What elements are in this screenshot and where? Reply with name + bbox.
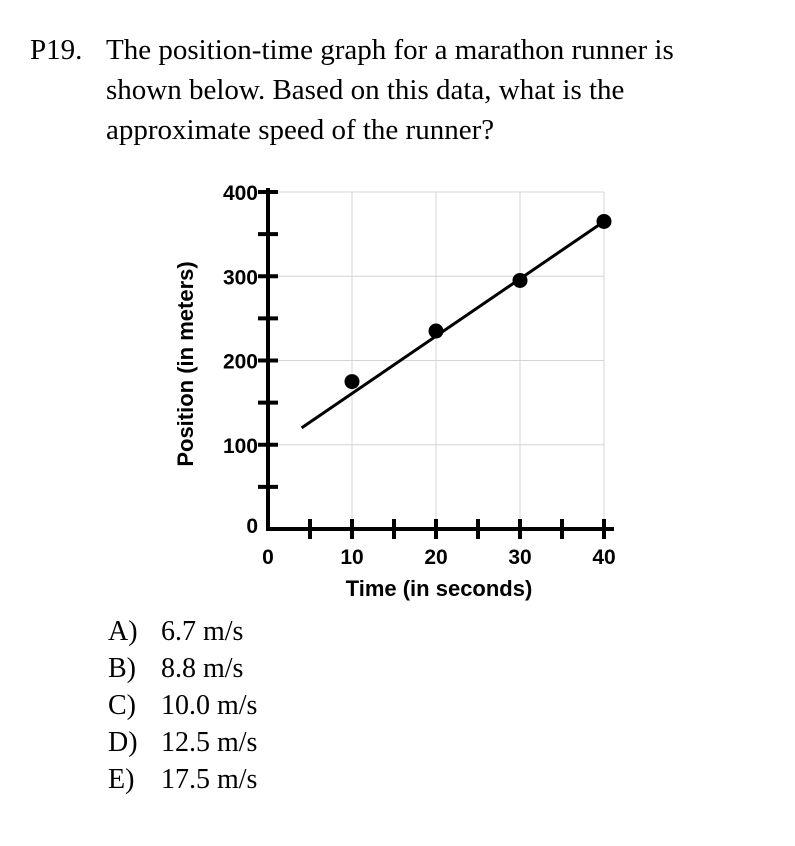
choice-letter: A) — [108, 616, 138, 647]
y-tick-label: 300 — [223, 266, 258, 289]
question-number: P19. — [30, 34, 83, 66]
x-tick-label: 40 — [592, 546, 615, 569]
chart-tick-labels: 0 100 200 300 400 0 10 20 30 40 — [223, 182, 616, 569]
y-axis-title: Position (in meters) — [173, 261, 198, 466]
x-axis-title: Time (in seconds) — [346, 576, 533, 601]
y-tick-label: 100 — [223, 435, 258, 458]
chart-grid — [268, 191, 605, 529]
chart-trendline-group — [300, 220, 605, 430]
chart-axes — [258, 188, 614, 539]
choice-letter: B) — [108, 653, 136, 684]
answer-choices: A) 6.7 m/s B) 8.8 m/s C) 10.0 m/s D) 12.… — [108, 613, 257, 798]
choice-text: 6.7 m/s — [161, 616, 244, 647]
data-point — [596, 213, 612, 229]
answer-choice-c[interactable]: C) 10.0 m/s — [108, 687, 257, 724]
choice-text: 12.5 m/s — [161, 727, 258, 758]
choice-letter: E) — [108, 764, 135, 795]
y-tick-label: 200 — [223, 351, 258, 374]
choice-letter: D) — [108, 727, 138, 758]
x-tick-label: 20 — [424, 546, 447, 569]
x-tick-label: 30 — [508, 546, 531, 569]
chart-points — [344, 213, 612, 390]
choice-text: 8.8 m/s — [161, 653, 244, 684]
question-line: shown below. Based on this data, what is… — [106, 74, 625, 106]
answer-choice-e[interactable]: E) 17.5 m/s — [108, 761, 257, 798]
answer-choice-a[interactable]: A) 6.7 m/s — [108, 613, 257, 650]
answer-choice-b[interactable]: B) 8.8 m/s — [108, 650, 257, 687]
question-line: approximate speed of the runner? — [106, 114, 495, 146]
position-time-chart: 0 100 200 300 400 0 10 20 30 40 Time (in seconds)… — [173, 182, 616, 601]
best-fit-line — [300, 220, 605, 430]
y-tick-label: 0 — [246, 515, 258, 538]
data-point — [428, 323, 444, 339]
question-text: The position-time graph for a marathon r… — [106, 30, 776, 150]
data-point — [512, 272, 528, 288]
x-tick-label: 10 — [340, 546, 363, 569]
choice-text: 10.0 m/s — [161, 690, 258, 721]
question-line: The position-time graph for a marathon r… — [106, 34, 674, 66]
choice-text: 17.5 m/s — [161, 764, 258, 795]
y-tick-label: 400 — [223, 182, 258, 205]
x-tick-label: 0 — [262, 546, 274, 569]
data-point — [344, 374, 360, 390]
choice-letter: C) — [108, 690, 136, 721]
answer-choice-d[interactable]: D) 12.5 m/s — [108, 724, 257, 761]
